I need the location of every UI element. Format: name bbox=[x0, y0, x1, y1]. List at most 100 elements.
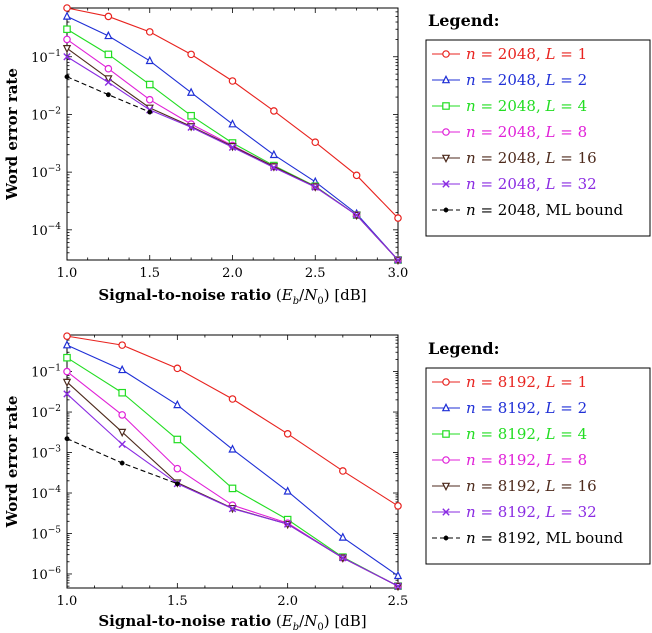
data-point bbox=[228, 504, 237, 513]
data-point bbox=[228, 77, 237, 85]
y-tick-label: 10−3 bbox=[31, 164, 61, 181]
y-tick-label: 10−3 bbox=[31, 445, 61, 462]
data-point bbox=[145, 80, 154, 89]
data-point bbox=[173, 399, 182, 409]
data-point bbox=[174, 481, 180, 487]
chart-2: 10−6 10−5 10−4 10−3 10−2 10−1 1.0 1.5 2.0 2.5 Sign… bbox=[3, 332, 651, 633]
legend-swatch-marker bbox=[442, 378, 450, 386]
series-group bbox=[62, 4, 403, 266]
data-point bbox=[63, 390, 71, 398]
x-tick-label: 1.0 bbox=[57, 266, 78, 281]
data-point bbox=[228, 484, 237, 493]
x-tick-label: 3.0 bbox=[388, 266, 409, 281]
legend-title: Legend: bbox=[428, 11, 500, 30]
legend-entry: n = 8192, L = 1 bbox=[466, 373, 587, 391]
data-point bbox=[186, 87, 196, 96]
legend-swatch-marker bbox=[442, 50, 450, 58]
legend-swatch-marker bbox=[442, 102, 450, 110]
series-line bbox=[66, 381, 399, 587]
y-tick-label: 10−1 bbox=[31, 364, 61, 381]
y-tick-label: 10−1 bbox=[31, 49, 61, 66]
data-point bbox=[105, 92, 111, 98]
data-point bbox=[173, 464, 182, 473]
data-point bbox=[63, 332, 71, 340]
series-line bbox=[66, 7, 399, 219]
series-line bbox=[66, 15, 399, 261]
data-point bbox=[270, 107, 278, 115]
data-point bbox=[62, 45, 72, 54]
legend-swatch-marker bbox=[442, 508, 450, 516]
legend-swatch-marker bbox=[441, 74, 451, 84]
data-point bbox=[118, 388, 126, 397]
data-point bbox=[228, 119, 237, 128]
legend-entry: n = 8192, L = 2 bbox=[466, 399, 587, 417]
data-point bbox=[311, 183, 319, 191]
data-point bbox=[64, 74, 70, 80]
legend-swatch-marker bbox=[443, 207, 449, 213]
legend-entry: n = 8192, L = 16 bbox=[466, 477, 597, 495]
data-point bbox=[394, 256, 402, 264]
data-point bbox=[62, 11, 72, 20]
legend: Legend: n = 8192, L = 1 n = 8192, L = 2 n =… bbox=[425, 339, 651, 565]
data-point bbox=[63, 367, 71, 376]
legend-swatch-marker bbox=[441, 154, 451, 164]
data-point bbox=[352, 211, 361, 219]
data-point bbox=[104, 75, 113, 84]
data-point bbox=[283, 520, 292, 528]
x-tick-label: 2.5 bbox=[388, 594, 409, 609]
data-point bbox=[145, 28, 154, 36]
data-point bbox=[147, 109, 153, 115]
data-point bbox=[117, 428, 127, 438]
data-point bbox=[228, 444, 237, 453]
data-point bbox=[338, 532, 348, 541]
y-tick-label: 10−5 bbox=[31, 525, 61, 542]
data-point bbox=[228, 395, 237, 403]
legend-swatch-marker bbox=[441, 482, 451, 492]
data-point bbox=[63, 353, 71, 362]
data-point bbox=[352, 171, 361, 180]
plot-frame bbox=[66, 334, 399, 589]
legend-entry: n = 2048, L = 4 bbox=[466, 97, 587, 115]
data-point bbox=[62, 378, 72, 388]
x-tick-label: 2.0 bbox=[277, 594, 298, 609]
data-point bbox=[228, 143, 237, 151]
data-point bbox=[118, 341, 126, 349]
data-point bbox=[63, 53, 71, 61]
legend-entry: n = 2048, L = 1 bbox=[466, 45, 587, 63]
data-point bbox=[104, 30, 113, 40]
data-point bbox=[393, 570, 403, 580]
data-point bbox=[270, 163, 278, 172]
series-group bbox=[62, 332, 403, 592]
legend-entry: n = 2048, L = 32 bbox=[466, 175, 597, 193]
legend-entry: n = 8192, ML bound bbox=[466, 529, 624, 547]
data-point bbox=[339, 467, 347, 475]
data-point bbox=[62, 340, 72, 349]
legend-swatch-marker bbox=[442, 456, 450, 464]
data-point bbox=[118, 440, 126, 448]
data-point bbox=[187, 123, 195, 131]
data-point bbox=[173, 364, 182, 373]
x-tick-label: 2.5 bbox=[305, 266, 326, 281]
legend-swatch-marker bbox=[442, 128, 450, 136]
data-point bbox=[311, 138, 320, 147]
legend-box bbox=[425, 39, 651, 237]
legend-box bbox=[425, 367, 651, 565]
data-point bbox=[339, 554, 347, 562]
x-tick-label: 2.0 bbox=[222, 266, 243, 281]
y-tick-label: 10−2 bbox=[31, 404, 61, 421]
y-tick-label: 10−4 bbox=[31, 485, 61, 502]
series-line bbox=[66, 344, 399, 577]
data-point bbox=[119, 460, 125, 466]
data-point bbox=[104, 50, 113, 59]
legend-entry: n = 2048, ML bound bbox=[466, 201, 624, 219]
data-point bbox=[117, 364, 127, 374]
chart-1: 10−4 10−3 10−2 10−1 1.0 1.5 2.0 2.5 3.0 Signal-to… bbox=[3, 4, 651, 307]
legend-entry: n = 2048, L = 8 bbox=[466, 123, 587, 141]
series-line bbox=[66, 56, 399, 261]
data-point bbox=[104, 78, 113, 87]
y-tick-label: 10−4 bbox=[31, 222, 61, 239]
data-point bbox=[269, 149, 279, 159]
legend: Legend: n = 2048, L = 1 n = 2048, L = 2 n =… bbox=[425, 11, 651, 237]
data-point bbox=[394, 582, 402, 590]
